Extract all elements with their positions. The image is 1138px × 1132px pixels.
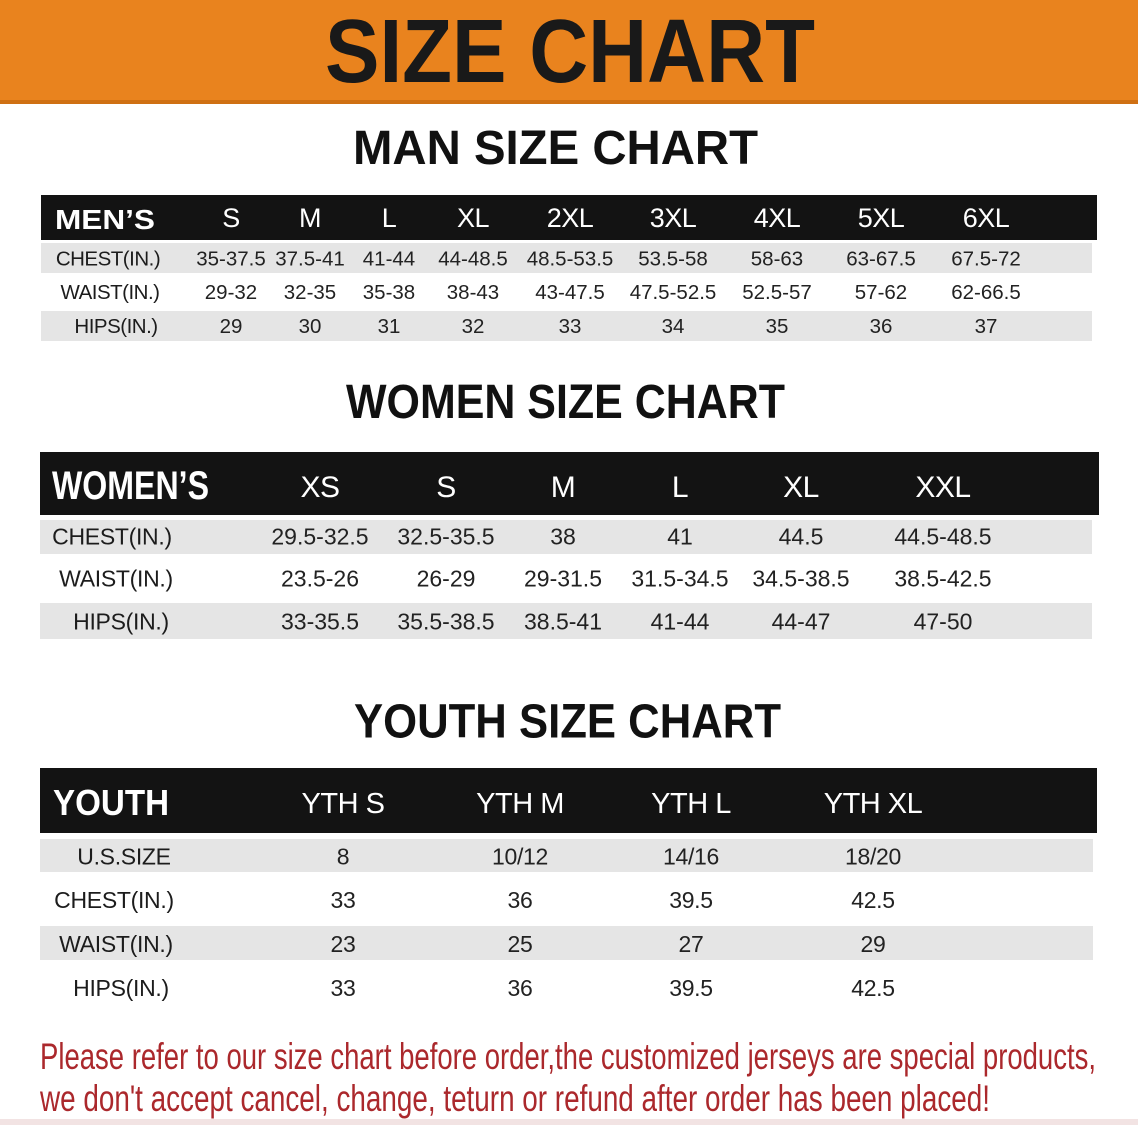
svg-text:37: 37 xyxy=(975,315,998,338)
svg-text:33-35.5: 33-35.5 xyxy=(281,609,359,635)
svg-text:14/16: 14/16 xyxy=(663,844,719,870)
svg-text:YTH XL: YTH XL xyxy=(824,788,923,820)
svg-text:S: S xyxy=(436,471,456,504)
svg-text:MAN SIZE CHART: MAN SIZE CHART xyxy=(353,122,758,175)
svg-text:29: 29 xyxy=(220,315,243,338)
svg-text:29-32: 29-32 xyxy=(205,281,257,304)
svg-text:CHEST(IN.): CHEST(IN.) xyxy=(56,248,160,271)
svg-text:34: 34 xyxy=(662,315,685,338)
svg-text:XS: XS xyxy=(300,471,339,504)
svg-text:SIZE CHART: SIZE CHART xyxy=(325,2,815,102)
svg-text:44-48.5: 44-48.5 xyxy=(438,248,508,271)
svg-text:HIPS(IN.): HIPS(IN.) xyxy=(74,315,157,338)
svg-text:CHEST(IN.): CHEST(IN.) xyxy=(52,524,172,550)
svg-text:26-29: 26-29 xyxy=(417,566,476,592)
svg-text:36: 36 xyxy=(870,315,893,338)
svg-text:32-35: 32-35 xyxy=(284,281,336,304)
svg-text:47.5-52.5: 47.5-52.5 xyxy=(630,281,717,304)
svg-text:M: M xyxy=(299,203,321,233)
svg-text:35: 35 xyxy=(766,315,789,338)
svg-text:Please refer to our size chart: Please refer to our size chart before or… xyxy=(40,1036,1096,1077)
svg-text:44.5: 44.5 xyxy=(779,524,824,550)
svg-text:33: 33 xyxy=(331,887,356,913)
svg-text:WAIST(IN.): WAIST(IN.) xyxy=(59,566,173,592)
svg-text:23: 23 xyxy=(331,931,356,957)
svg-text:31.5-34.5: 31.5-34.5 xyxy=(631,566,728,592)
svg-text:33: 33 xyxy=(559,315,582,338)
svg-text:36: 36 xyxy=(508,975,533,1001)
svg-text:XXL: XXL xyxy=(915,471,970,504)
svg-text:41-44: 41-44 xyxy=(651,609,710,635)
svg-text:38: 38 xyxy=(550,524,576,550)
svg-text:38.5-41: 38.5-41 xyxy=(524,609,602,635)
svg-text:YOUTH SIZE CHART: YOUTH SIZE CHART xyxy=(354,696,781,749)
svg-text:CHEST(IN.): CHEST(IN.) xyxy=(54,887,174,913)
svg-text:36: 36 xyxy=(508,887,533,913)
svg-text:MEN’S: MEN’S xyxy=(55,204,155,235)
svg-text:30: 30 xyxy=(299,315,322,338)
svg-text:WOMEN SIZE CHART: WOMEN SIZE CHART xyxy=(346,376,785,429)
svg-text:33: 33 xyxy=(331,975,356,1001)
svg-text:L: L xyxy=(672,471,688,504)
svg-text:67.5-72: 67.5-72 xyxy=(951,248,1021,271)
svg-text:YTH S: YTH S xyxy=(302,788,385,820)
svg-text:U.S.SIZE: U.S.SIZE xyxy=(77,844,170,870)
svg-text:YTH M: YTH M xyxy=(476,788,564,820)
svg-text:44.5-48.5: 44.5-48.5 xyxy=(894,524,991,550)
svg-text:M: M xyxy=(551,471,576,504)
svg-text:53.5-58: 53.5-58 xyxy=(638,248,708,271)
svg-text:35.5-38.5: 35.5-38.5 xyxy=(397,609,494,635)
svg-text:29-31.5: 29-31.5 xyxy=(524,566,602,592)
svg-text:6XL: 6XL xyxy=(963,203,1010,233)
svg-text:32: 32 xyxy=(462,315,485,338)
svg-text:37.5-41: 37.5-41 xyxy=(275,248,345,271)
svg-text:HIPS(IN.): HIPS(IN.) xyxy=(73,975,169,1001)
svg-text:we don't accept cancel, change: we don't accept cancel, change, teturn o… xyxy=(39,1078,990,1119)
svg-text:52.5-57: 52.5-57 xyxy=(742,281,812,304)
svg-text:YTH L: YTH L xyxy=(651,788,731,820)
svg-text:10/12: 10/12 xyxy=(492,844,548,870)
svg-text:5XL: 5XL xyxy=(858,203,905,233)
svg-text:XL: XL xyxy=(457,203,490,233)
svg-text:58-63: 58-63 xyxy=(751,248,803,271)
svg-text:35-38: 35-38 xyxy=(363,281,415,304)
svg-text:29.5-32.5: 29.5-32.5 xyxy=(271,524,368,550)
svg-text:2XL: 2XL xyxy=(547,203,594,233)
svg-text:34.5-38.5: 34.5-38.5 xyxy=(752,566,849,592)
svg-text:42.5: 42.5 xyxy=(851,887,895,913)
svg-text:32.5-35.5: 32.5-35.5 xyxy=(397,524,494,550)
svg-text:WAIST(IN.): WAIST(IN.) xyxy=(60,281,159,304)
svg-text:62-66.5: 62-66.5 xyxy=(951,281,1021,304)
svg-text:8: 8 xyxy=(337,844,350,870)
svg-text:L: L xyxy=(382,203,397,233)
svg-text:YOUTH: YOUTH xyxy=(53,782,169,823)
svg-text:63-67.5: 63-67.5 xyxy=(846,248,916,271)
svg-text:57-62: 57-62 xyxy=(855,281,907,304)
svg-text:S: S xyxy=(222,203,240,233)
svg-text:XL: XL xyxy=(783,471,819,504)
svg-text:48.5-53.5: 48.5-53.5 xyxy=(527,248,614,271)
svg-text:WOMEN’S: WOMEN’S xyxy=(52,464,209,508)
svg-text:47-50: 47-50 xyxy=(914,609,973,635)
svg-text:44-47: 44-47 xyxy=(772,609,831,635)
svg-text:35-37.5: 35-37.5 xyxy=(196,248,266,271)
svg-text:4XL: 4XL xyxy=(754,203,801,233)
svg-text:WAIST(IN.): WAIST(IN.) xyxy=(59,931,173,957)
svg-text:18/20: 18/20 xyxy=(845,844,901,870)
svg-text:31: 31 xyxy=(378,315,401,338)
svg-text:23.5-26: 23.5-26 xyxy=(281,566,359,592)
svg-text:39.5: 39.5 xyxy=(669,975,713,1001)
svg-text:41: 41 xyxy=(667,524,693,550)
svg-text:43-47.5: 43-47.5 xyxy=(535,281,605,304)
svg-text:29: 29 xyxy=(861,931,886,957)
svg-text:3XL: 3XL xyxy=(650,203,697,233)
svg-text:HIPS(IN.): HIPS(IN.) xyxy=(73,609,169,635)
svg-text:38-43: 38-43 xyxy=(447,281,499,304)
svg-text:25: 25 xyxy=(508,931,533,957)
svg-text:42.5: 42.5 xyxy=(851,975,895,1001)
svg-text:41-44: 41-44 xyxy=(363,248,415,271)
svg-text:38.5-42.5: 38.5-42.5 xyxy=(894,566,991,592)
svg-text:27: 27 xyxy=(679,931,704,957)
svg-text:39.5: 39.5 xyxy=(669,887,713,913)
